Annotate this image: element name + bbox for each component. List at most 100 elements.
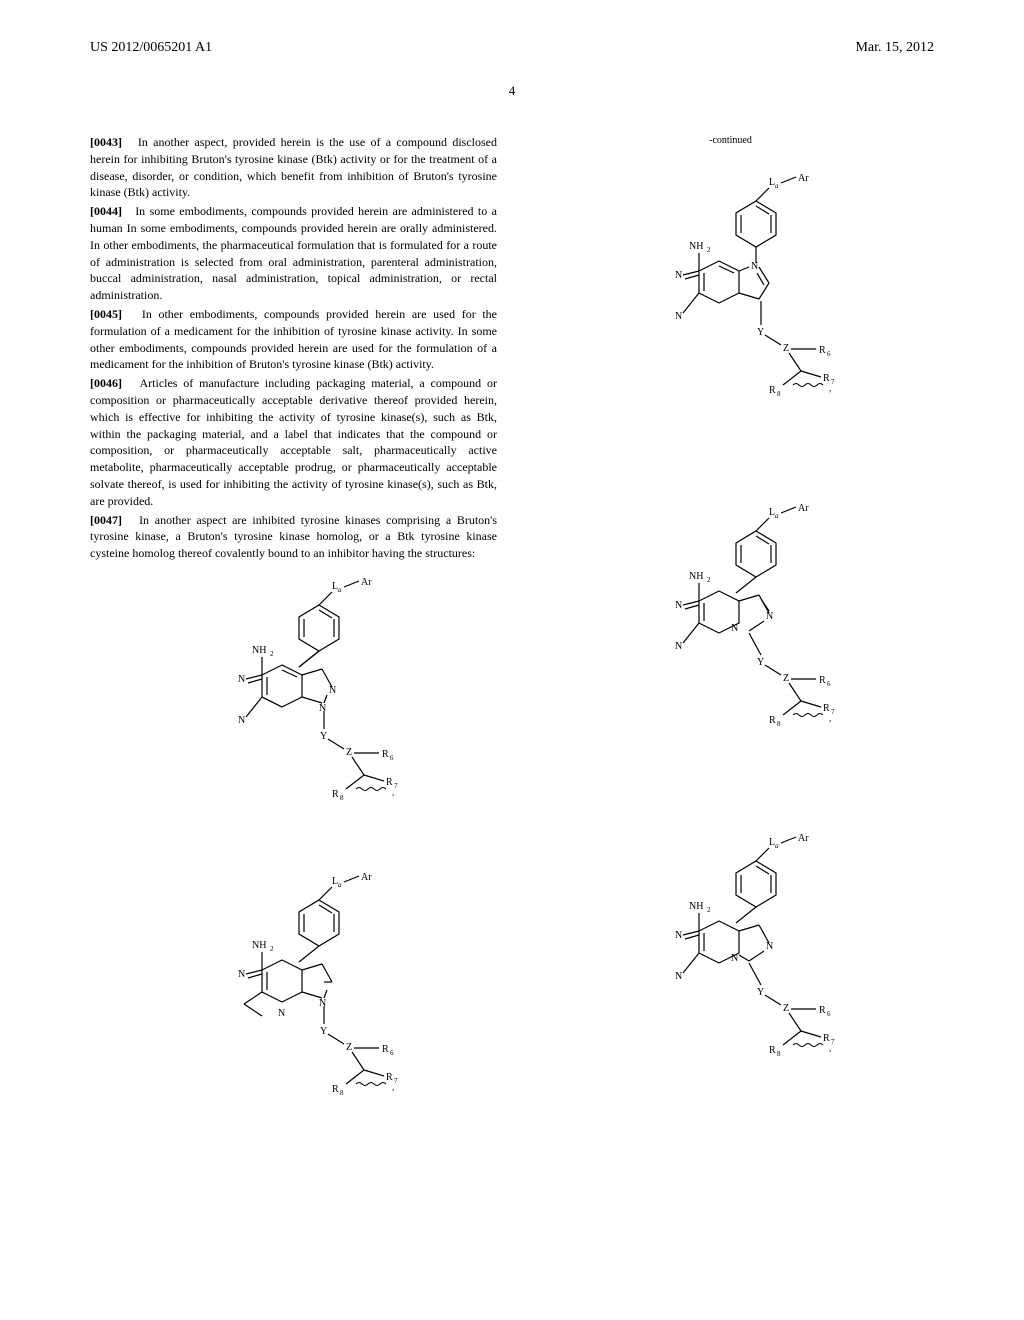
svg-text:Z: Z [346, 747, 352, 758]
svg-text:2: 2 [707, 906, 711, 914]
molecule-svg-3: L a Ar NH 2 N [621, 173, 841, 453]
svg-text:a: a [775, 182, 779, 190]
svg-text:8: 8 [340, 794, 344, 802]
svg-text:Z: Z [783, 1003, 789, 1014]
svg-text:Ar: Ar [798, 833, 809, 844]
para-text-45: In other embodiments, compounds provided… [90, 307, 497, 371]
svg-text:NH: NH [689, 901, 703, 912]
svg-text:,: , [829, 713, 831, 723]
publication-date: Mar. 15, 2012 [855, 40, 934, 56]
svg-text:R: R [769, 385, 776, 396]
svg-text:6: 6 [390, 1049, 394, 1057]
molecule-svg-5: L a Ar NH 2 N [621, 833, 841, 1113]
svg-text:,: , [829, 1043, 831, 1053]
svg-text:NH: NH [689, 571, 703, 582]
paragraph-46: [0046] Articles of manufacture including… [90, 375, 497, 509]
para-num-47: [0047] [90, 513, 122, 527]
svg-text:Y: Y [320, 731, 327, 742]
para-text-46: Articles of manufacture including packag… [90, 376, 497, 508]
svg-text:2: 2 [270, 945, 274, 953]
svg-text:6: 6 [827, 1010, 831, 1018]
paragraph-43: [0043] In another aspect, provided herei… [90, 134, 497, 201]
svg-text:,: , [392, 1082, 394, 1092]
svg-text:N: N [319, 998, 326, 1009]
left-column: [0043] In another aspect, provided herei… [90, 134, 497, 1167]
svg-text:N: N [675, 641, 682, 652]
svg-text:,: , [392, 787, 394, 797]
svg-text:8: 8 [777, 720, 781, 728]
svg-text:2: 2 [270, 650, 274, 658]
svg-text:R: R [819, 1005, 826, 1016]
right-column: -continued L a Ar NH 2 [527, 134, 934, 1167]
molecule-svg-1: L a Ar NH 2 [184, 577, 404, 857]
chem-structure-2: L a Ar NH 2 N [90, 872, 497, 1152]
molecule-svg-2: L a Ar NH 2 N [184, 872, 404, 1152]
svg-text:2: 2 [707, 246, 711, 254]
para-text-47: In another aspect are inhibited tyrosine… [90, 513, 497, 561]
para-num-45: [0045] [90, 307, 122, 321]
page-header: US 2012/0065201 A1 Mar. 15, 2012 [90, 40, 934, 58]
chem-structure-1: L a Ar NH 2 [90, 577, 497, 857]
svg-text:N: N [675, 600, 682, 611]
svg-text:7: 7 [394, 782, 398, 790]
svg-text:N: N [766, 941, 773, 952]
svg-text:Z: Z [346, 1042, 352, 1053]
svg-text:N: N [278, 1008, 285, 1019]
svg-text:6: 6 [390, 754, 394, 762]
svg-text:,: , [829, 383, 831, 393]
svg-text:6: 6 [827, 350, 831, 358]
svg-text:Z: Z [783, 343, 789, 354]
svg-text:R: R [332, 1084, 339, 1095]
svg-text:Y: Y [757, 987, 764, 998]
svg-text:R: R [769, 1045, 776, 1056]
para-text-44: In some embodiments, compounds provided … [90, 204, 497, 302]
svg-text:R: R [769, 715, 776, 726]
content-area: [0043] In another aspect, provided herei… [90, 134, 934, 1167]
svg-text:Y: Y [320, 1026, 327, 1037]
svg-text:R: R [382, 1044, 389, 1055]
svg-text:N: N [766, 611, 773, 622]
svg-text:N: N [238, 969, 245, 980]
svg-text:7: 7 [831, 708, 835, 716]
svg-text:N: N [238, 715, 245, 726]
svg-text:Ar: Ar [361, 872, 372, 883]
svg-text:Ar: Ar [361, 577, 372, 588]
para-num-46: [0046] [90, 376, 122, 390]
para-text-43: In another aspect, provided herein is th… [90, 135, 497, 199]
svg-text:7: 7 [394, 1077, 398, 1085]
page-number: 4 [90, 83, 934, 99]
svg-text:2: 2 [707, 576, 711, 584]
para-num-43: [0043] [90, 135, 122, 149]
svg-text:N: N [319, 703, 326, 714]
svg-text:NH: NH [252, 940, 266, 951]
svg-text:N: N [675, 270, 682, 281]
chem-structure-5: L a Ar NH 2 N [527, 833, 934, 1113]
svg-text:R: R [819, 345, 826, 356]
svg-text:a: a [338, 586, 342, 594]
chem-structure-4: L a Ar NH 2 N [527, 503, 934, 783]
svg-text:a: a [338, 881, 342, 889]
svg-text:a: a [775, 512, 779, 520]
paragraph-45: [0045] In other embodiments, compounds p… [90, 306, 497, 373]
chem-structure-3: L a Ar NH 2 N [527, 173, 934, 453]
svg-text:NH: NH [689, 241, 703, 252]
svg-text:8: 8 [340, 1089, 344, 1097]
svg-text:6: 6 [827, 680, 831, 688]
svg-text:N: N [675, 971, 682, 982]
svg-text:R: R [332, 789, 339, 800]
svg-text:7: 7 [831, 378, 835, 386]
svg-text:N: N [675, 930, 682, 941]
paragraph-47: [0047] In another aspect are inhibited t… [90, 512, 497, 562]
svg-text:N: N [675, 311, 682, 322]
svg-text:N: N [731, 953, 738, 964]
svg-text:Ar: Ar [798, 173, 809, 184]
svg-text:R: R [382, 749, 389, 760]
svg-text:8: 8 [777, 390, 781, 398]
svg-text:N: N [329, 685, 336, 696]
molecule-svg-4: L a Ar NH 2 N [621, 503, 841, 783]
svg-text:Z: Z [783, 673, 789, 684]
svg-text:N: N [238, 674, 245, 685]
svg-text:N: N [751, 261, 758, 272]
svg-text:8: 8 [777, 1050, 781, 1058]
svg-text:7: 7 [831, 1038, 835, 1046]
